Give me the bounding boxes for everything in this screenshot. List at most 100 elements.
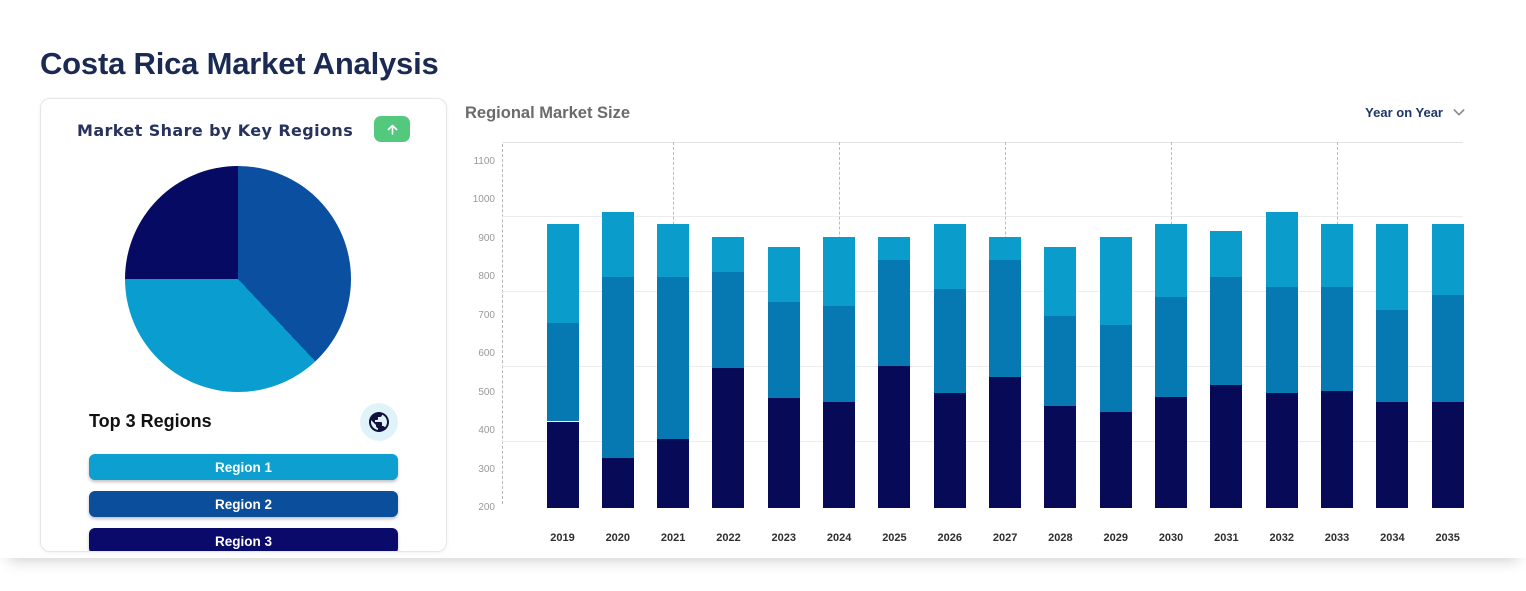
bar-2030-region-3[interactable] <box>1155 396 1188 508</box>
year-on-year-label: Year on Year <box>1365 104 1443 120</box>
x-axis-label-2035: 2035 <box>1435 532 1460 544</box>
bar-2031-region-1[interactable] <box>1210 231 1243 278</box>
bar-2020-region-2[interactable] <box>601 277 634 459</box>
bar-2020-region-1[interactable] <box>601 211 634 278</box>
bar-2032-region-1[interactable] <box>1265 211 1298 287</box>
bar-2026-region-2[interactable] <box>933 288 966 393</box>
bar-2031-region-2[interactable] <box>1210 277 1243 385</box>
bar-2022-region-1[interactable] <box>712 236 745 272</box>
x-axis-label-2020: 2020 <box>605 532 631 544</box>
bar-2025-region-2[interactable] <box>878 260 911 366</box>
bar-2028-region-2[interactable] <box>1044 315 1077 407</box>
chart-title: Regional Market Size <box>465 104 631 122</box>
bar-2032-region-2[interactable] <box>1265 286 1298 393</box>
y-axis-tick: 500 <box>478 386 495 398</box>
bar-2033-region-3[interactable] <box>1321 390 1354 508</box>
bar-2023-region-2[interactable] <box>767 302 800 399</box>
bar-2035-region-3[interactable] <box>1431 402 1464 508</box>
bar-2024-region-2[interactable] <box>823 306 856 403</box>
plot-top-border <box>502 142 1463 143</box>
region-2-button[interactable]: Region 2 <box>89 491 398 517</box>
region-3-button[interactable]: Region 3 <box>89 528 398 551</box>
bar-2025-region-1[interactable] <box>878 236 911 261</box>
bar-2035-region-2[interactable] <box>1431 294 1464 403</box>
bar-2025-region-3[interactable] <box>878 365 911 508</box>
bar-2022-region-2[interactable] <box>712 271 745 368</box>
card-title: Market Share by Key Regions <box>77 121 354 140</box>
bar-2034-region-1[interactable] <box>1376 223 1409 310</box>
bar-2031-region-3[interactable] <box>1210 384 1243 508</box>
regional-market-size-chart[interactable]: 1100 1000 900 800 700 600 500 400 300 200 2019 2020… <box>465 142 1475 552</box>
bar-2021-region-2[interactable] <box>657 277 690 439</box>
page-title: Costa Rica Market Analysis <box>40 46 439 81</box>
y-axis-tick: 600 <box>478 348 495 360</box>
bar-2027-region-2[interactable] <box>989 260 1022 378</box>
bar-2035-region-1[interactable] <box>1431 223 1464 295</box>
y-axis-tick: 1100 <box>473 156 495 167</box>
x-axis-label-2023: 2023 <box>771 532 797 544</box>
x-axis-label-2033: 2033 <box>1324 532 1350 544</box>
bar-2033-region-1[interactable] <box>1321 223 1354 287</box>
expand-button[interactable] <box>374 116 410 142</box>
dashboard-canvas: Costa Rica Market Analysis Market Share … <box>40 46 1475 552</box>
bar-2030-region-1[interactable] <box>1155 223 1188 297</box>
chevron-down-icon <box>1453 109 1465 116</box>
gridline <box>502 365 1463 367</box>
bar-2023-region-3[interactable] <box>767 398 800 508</box>
y-axis-tick: 700 <box>478 309 495 321</box>
bar-2029-region-1[interactable] <box>1099 236 1132 326</box>
year-on-year-dropdown[interactable]: Year on Year <box>1365 104 1467 120</box>
y-axis-tick: 400 <box>478 425 495 437</box>
globe-icon <box>369 412 389 432</box>
x-axis-label-2026: 2026 <box>937 532 962 544</box>
x-axis-label-2034: 2034 <box>1380 532 1405 544</box>
bar-2027-region-1[interactable] <box>989 236 1022 261</box>
gridline <box>502 440 1463 442</box>
y-axis-line <box>502 144 503 504</box>
region-1-button[interactable]: Region 1 <box>89 454 398 480</box>
bar-2029-region-2[interactable] <box>1099 325 1132 412</box>
x-axis-label-2025: 2025 <box>882 532 907 544</box>
globe-badge <box>360 403 398 441</box>
bar-2021-region-1[interactable] <box>657 223 690 278</box>
market-share-pie-chart[interactable] <box>125 166 351 392</box>
y-axis-tick: 900 <box>478 232 495 244</box>
bar-2034-region-3[interactable] <box>1376 402 1409 508</box>
bar-2027-region-3[interactable] <box>989 377 1022 508</box>
bar-2021-region-3[interactable] <box>657 438 690 508</box>
arrow-up-icon <box>387 124 397 135</box>
y-axis-tick: 300 <box>478 463 495 475</box>
bar-2023-region-1[interactable] <box>767 246 800 303</box>
y-axis-tick: 800 <box>478 271 495 283</box>
bar-2033-region-2[interactable] <box>1321 286 1354 391</box>
region-buttons-list: Region 1 Region 2 Region 3 <box>89 454 398 551</box>
bar-2019-region-1[interactable] <box>546 223 579 324</box>
gridline <box>502 290 1463 292</box>
bar-2034-region-2[interactable] <box>1376 310 1409 403</box>
bar-2019-region-3[interactable] <box>546 421 579 508</box>
bar-2026-region-3[interactable] <box>933 392 966 508</box>
bar-2026-region-1[interactable] <box>933 223 966 289</box>
market-share-card: Market Share by Key Regions Top 3 Region… <box>40 98 447 552</box>
bar-2024-region-3[interactable] <box>823 402 856 508</box>
regions-heading-row: Top 3 Regions <box>89 403 398 443</box>
x-axis-label-2031: 2031 <box>1214 532 1239 544</box>
bar-2032-region-3[interactable] <box>1265 392 1298 508</box>
x-axis-label-2030: 2030 <box>1158 532 1184 544</box>
x-axis-label-2032: 2032 <box>1269 532 1294 544</box>
gridline <box>502 215 1463 217</box>
x-axis-label-2022: 2022 <box>716 532 741 544</box>
bar-2030-region-2[interactable] <box>1155 296 1188 397</box>
bar-2022-region-3[interactable] <box>712 367 745 508</box>
bar-2019-region-2[interactable] <box>546 323 579 422</box>
bar-2028-region-1[interactable] <box>1044 246 1077 316</box>
x-axis-label-2028: 2028 <box>1048 532 1073 544</box>
bar-2020-region-3[interactable] <box>601 458 634 508</box>
bar-2024-region-1[interactable] <box>823 236 856 307</box>
x-axis-label-2027: 2027 <box>992 532 1018 544</box>
bar-2029-region-3[interactable] <box>1099 411 1132 508</box>
x-axis-label-2029: 2029 <box>1103 532 1128 544</box>
regions-subheading: Top 3 Regions <box>89 411 212 431</box>
bar-2028-region-3[interactable] <box>1044 406 1077 508</box>
x-axis-label-2024: 2024 <box>826 532 852 544</box>
